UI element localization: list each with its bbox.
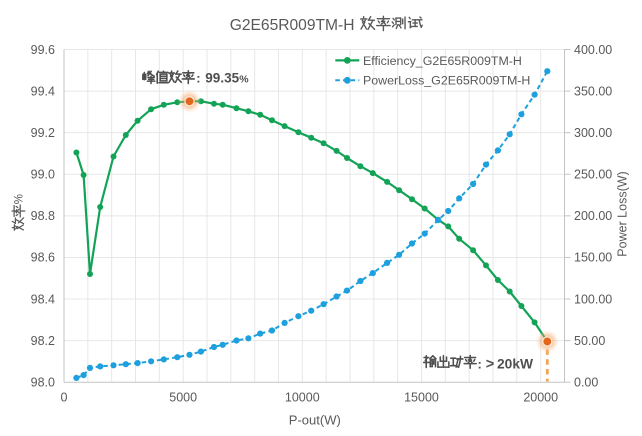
svg-text:98.0: 98.0 — [31, 376, 55, 390]
svg-text:20000: 20000 — [523, 391, 558, 405]
svg-text:0.00: 0.00 — [574, 376, 598, 390]
svg-text:99.2: 99.2 — [31, 126, 55, 140]
svg-text:P-out(W): P-out(W) — [289, 413, 341, 428]
svg-text:Power Loss(W): Power Loss(W) — [616, 171, 630, 256]
svg-text:%: % — [14, 194, 26, 204]
svg-text:5000: 5000 — [169, 391, 197, 405]
svg-text:>: > — [486, 356, 494, 372]
svg-text:15000: 15000 — [404, 391, 439, 405]
svg-text:99.35: 99.35 — [205, 70, 239, 85]
svg-text:20kW: 20kW — [497, 356, 534, 371]
svg-text:250.00: 250.00 — [574, 168, 612, 182]
svg-text:0: 0 — [61, 391, 68, 405]
svg-text:400.00: 400.00 — [574, 43, 612, 57]
svg-text:350.00: 350.00 — [574, 84, 612, 98]
svg-text:99.6: 99.6 — [31, 43, 55, 57]
svg-text:100.00: 100.00 — [574, 292, 612, 306]
svg-text:98.8: 98.8 — [31, 209, 55, 223]
svg-text:%: % — [239, 73, 249, 85]
svg-text::: : — [478, 356, 482, 371]
svg-text:PowerLoss_G2E65R009TM-H: PowerLoss_G2E65R009TM-H — [363, 74, 530, 88]
svg-text:98.6: 98.6 — [31, 251, 55, 265]
svg-text:Efficiency_G2E65R009TM-H: Efficiency_G2E65R009TM-H — [363, 54, 522, 68]
svg-text:50.00: 50.00 — [574, 334, 605, 348]
svg-text::: : — [196, 70, 200, 85]
svg-text:99.4: 99.4 — [31, 84, 55, 98]
svg-text:G2E65R009TM-H: G2E65R009TM-H — [230, 17, 355, 34]
svg-text:99.0: 99.0 — [31, 168, 55, 182]
svg-text:200.00: 200.00 — [574, 209, 612, 223]
svg-text:300.00: 300.00 — [574, 126, 612, 140]
svg-text:98.4: 98.4 — [31, 292, 55, 306]
svg-text:150.00: 150.00 — [574, 251, 612, 265]
svg-text:98.2: 98.2 — [31, 334, 55, 348]
svg-text:10000: 10000 — [285, 391, 320, 405]
